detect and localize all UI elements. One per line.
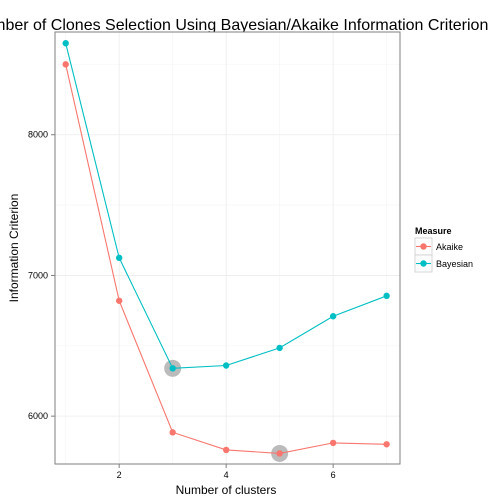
data-point-akaike [383,441,390,448]
legend-title: Measure [415,226,452,236]
data-point-akaike [115,297,123,304]
data-point-akaike [329,439,337,447]
legend-label-akaike: Akaike [436,242,463,252]
y-tick-label: 8000 [28,130,48,140]
data-point-bayesian [115,254,123,262]
data-point-bayesian [222,362,230,369]
data-point-bayesian [383,292,390,300]
x-axis-label: Number of clusters [176,483,277,497]
x-tick-label: 6 [331,470,336,480]
y-axis-label: Information Criterion [7,194,21,303]
plot-panel [55,32,400,464]
legend-point-bayesian [420,260,427,267]
data-point-bayesian [169,365,176,372]
x-tick-label: 2 [117,470,122,480]
legend-label-bayesian: Bayesian [436,259,473,269]
data-point-bayesian [276,344,283,352]
data-point-akaike [62,61,69,68]
legend-point-akaike [420,243,427,250]
plot-border [54,31,401,465]
y-tick-label: 7000 [28,270,48,280]
data-point-akaike [169,429,176,436]
chart-title: Number of Clones Selection Using Bayesia… [0,17,488,34]
data-point-akaike [222,446,230,454]
y-tick-label: 6000 [28,411,48,421]
legend: Measure Akaike Bayesian [414,226,473,273]
plot-area: 2 4 6 6000 7000 8000 [28,31,401,480]
data-point-bayesian [329,313,337,320]
x-tick-label: 4 [224,470,229,480]
data-point-akaike [276,450,283,457]
data-point-bayesian [62,40,69,47]
